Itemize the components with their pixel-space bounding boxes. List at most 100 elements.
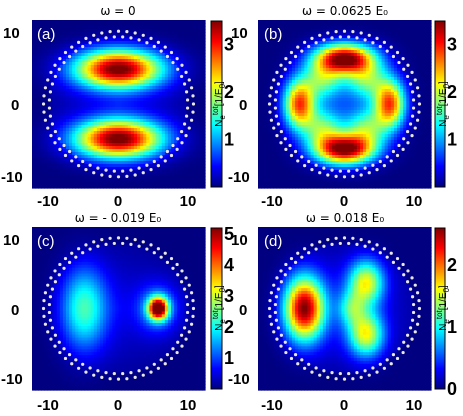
heat-cell	[115, 77, 120, 81]
heat-cell	[186, 20, 191, 24]
heat-cell	[38, 140, 42, 144]
heat-cell	[65, 140, 70, 144]
heat-cell	[167, 140, 172, 144]
heat-cell	[341, 38, 346, 42]
heat-cell	[112, 137, 117, 141]
heat-cell	[325, 77, 330, 81]
heat-cell	[130, 122, 135, 126]
heat-cell	[329, 92, 333, 96]
heat-cell	[421, 35, 426, 39]
heat-cell	[415, 35, 420, 39]
heat-cell	[124, 143, 129, 147]
heat-cell	[59, 32, 64, 36]
heat-cell	[161, 47, 166, 51]
heat-cell	[276, 56, 281, 60]
heat-cell	[44, 146, 49, 150]
heat-cell	[140, 164, 144, 168]
heat-cell	[109, 155, 113, 159]
heat-cell	[121, 179, 126, 183]
heat-cell	[397, 44, 401, 48]
heat-cell	[50, 176, 55, 180]
heat-cell	[167, 95, 172, 99]
heat-cell	[137, 161, 141, 165]
heat-cell	[273, 35, 278, 39]
heat-cell	[198, 119, 203, 123]
heat-cell	[285, 32, 290, 36]
heat-cell	[62, 104, 67, 108]
heat-cell	[155, 143, 160, 147]
heat-cell	[103, 149, 107, 153]
heat-cell	[149, 107, 154, 111]
heat-cell	[329, 83, 333, 87]
heat-cell	[62, 92, 67, 96]
heat-cell	[50, 77, 55, 81]
heat-cell	[106, 122, 110, 126]
heat-cell	[291, 32, 296, 36]
heat-cell	[344, 68, 349, 72]
heat-cell	[366, 23, 370, 27]
heat-cell	[75, 122, 79, 126]
heat-cell	[412, 68, 417, 72]
heat-cell	[69, 74, 73, 78]
heat-cell	[121, 41, 126, 45]
heat-cell	[149, 47, 154, 51]
heat-cell	[72, 50, 76, 54]
heat-cell	[167, 128, 172, 132]
heat-cell	[124, 59, 129, 63]
heat-cell	[112, 26, 117, 30]
heat-cell	[378, 41, 383, 45]
heat-cell	[167, 80, 172, 84]
heat-cell	[180, 38, 184, 42]
heat-cell	[192, 140, 197, 144]
heat-cell	[350, 92, 355, 96]
heat-cell	[201, 89, 206, 93]
heat-cell	[338, 77, 343, 81]
heat-cell	[319, 56, 324, 60]
heat-cell	[285, 20, 290, 24]
heat-cell	[96, 23, 101, 27]
heat-cell	[164, 182, 169, 186]
heat-cell	[174, 185, 178, 189]
heat-cell	[276, 92, 281, 96]
heat-cell	[130, 107, 135, 111]
heat-cell	[186, 101, 191, 105]
heat-cell	[304, 98, 309, 102]
heat-cell	[158, 122, 163, 126]
heat-cell	[319, 98, 324, 102]
heat-cell	[313, 77, 318, 81]
heat-cell	[341, 83, 346, 87]
heat-cell	[50, 119, 55, 123]
heat-cell	[152, 83, 157, 87]
heat-cell	[366, 20, 370, 24]
heat-cell	[121, 80, 126, 84]
heat-cell	[347, 71, 352, 75]
heat-cell	[304, 92, 309, 96]
heat-cell	[112, 107, 117, 111]
heat-cell	[50, 164, 55, 168]
heat-cell	[137, 35, 141, 39]
heat-cell	[316, 20, 321, 24]
heat-cell	[201, 80, 206, 84]
heat-cell	[298, 53, 302, 57]
heat-cell	[322, 32, 327, 36]
heat-cell	[335, 23, 339, 27]
heat-cell	[378, 23, 383, 27]
heat-cell	[180, 47, 184, 51]
heat-cell	[152, 65, 157, 69]
heat-cell	[288, 56, 293, 60]
heat-cell	[50, 101, 55, 105]
heat-cell	[319, 62, 324, 66]
heat-cell	[369, 62, 373, 66]
lattice-site	[189, 86, 194, 90]
heat-cell	[72, 44, 76, 48]
heat-cell	[103, 98, 107, 102]
heat-cell	[372, 23, 376, 27]
heat-cell	[53, 20, 58, 24]
heat-cell	[171, 146, 175, 150]
heat-cell	[72, 113, 76, 117]
heat-cell	[359, 74, 364, 78]
heat-cell	[387, 83, 392, 87]
heat-cell	[130, 161, 135, 165]
heat-cell	[406, 53, 410, 57]
heat-cell	[127, 89, 132, 93]
